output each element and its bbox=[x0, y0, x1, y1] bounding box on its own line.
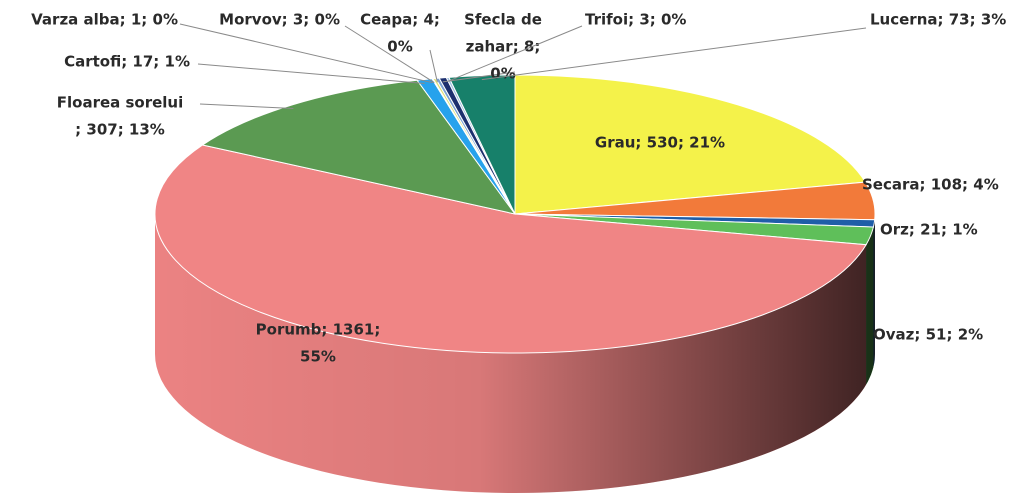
leader-line bbox=[198, 64, 425, 83]
data-label: Ovaz; 51; 2% bbox=[873, 326, 983, 344]
data-label: Orz; 21; 1% bbox=[880, 221, 978, 239]
data-label: 0% bbox=[387, 38, 412, 56]
data-label: Porumb; 1361; bbox=[256, 321, 381, 339]
data-label: Grau; 530; 21% bbox=[595, 134, 725, 152]
data-label: Varza alba; 1; 0% bbox=[31, 11, 178, 29]
data-label: Lucerna; 73; 3% bbox=[870, 11, 1006, 29]
data-label: Cartofi; 17; 1% bbox=[64, 53, 190, 71]
leader-line bbox=[200, 104, 293, 108]
data-label: Sfecla de bbox=[464, 11, 542, 29]
data-label: zahar; 8; bbox=[466, 38, 541, 56]
data-label: Trifoi; 3; 0% bbox=[585, 11, 686, 29]
data-label: Ceapa; 4; bbox=[360, 11, 440, 29]
data-label: 55% bbox=[300, 348, 336, 366]
leader-line bbox=[430, 50, 437, 82]
data-label: ; 307; 13% bbox=[75, 121, 165, 139]
data-label: Secara; 108; 4% bbox=[862, 176, 999, 194]
data-label: Floarea sorelui bbox=[57, 94, 184, 112]
data-label: 0% bbox=[490, 65, 515, 83]
pie-tops bbox=[155, 75, 875, 353]
data-label: Morvov; 3; 0% bbox=[219, 11, 340, 29]
